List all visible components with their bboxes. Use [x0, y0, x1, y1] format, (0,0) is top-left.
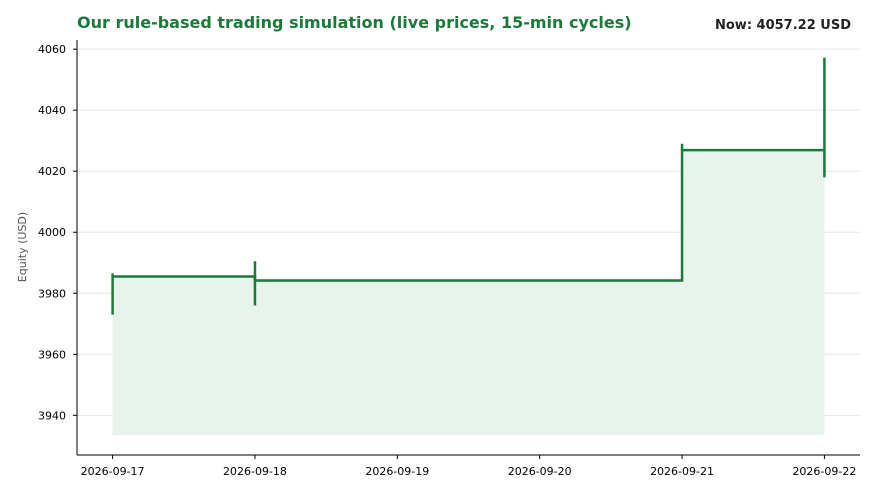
current-equity-label: Now: 4057.22 USD — [715, 18, 851, 33]
y-tick-label: 4060 — [38, 43, 66, 56]
y-axis-ticks: 3940 3960 3980 4000 4020 4040 4060 — [38, 43, 77, 422]
x-axis-ticks: 2026-09-17 2026-09-18 2026-09-19 2026-09-20… — [81, 455, 856, 478]
x-tick-label: 2026-09-17 — [81, 465, 145, 478]
equity-range-bars — [111, 57, 826, 315]
x-tick-label: 2026-09-22 — [792, 465, 856, 478]
y-tick-label: 3940 — [38, 409, 66, 422]
y-tick-label: 3980 — [38, 287, 66, 300]
y-tick-label: 4040 — [38, 104, 66, 117]
x-tick-label: 2026-09-21 — [650, 465, 714, 478]
y-tick-label: 4000 — [38, 226, 66, 239]
y-axis-label: Equity (USD) — [16, 212, 29, 282]
x-tick-label: 2026-09-19 — [365, 465, 429, 478]
x-tick-label: 2026-09-20 — [508, 465, 572, 478]
equity-area-fill — [112, 150, 825, 436]
equity-step-line — [112, 148, 825, 282]
y-tick-label: 4020 — [38, 165, 66, 178]
y-tick-label: 3960 — [38, 348, 66, 361]
x-tick-label: 2026-09-18 — [223, 465, 287, 478]
chart-title: Our rule-based trading simulation (live … — [77, 13, 632, 32]
